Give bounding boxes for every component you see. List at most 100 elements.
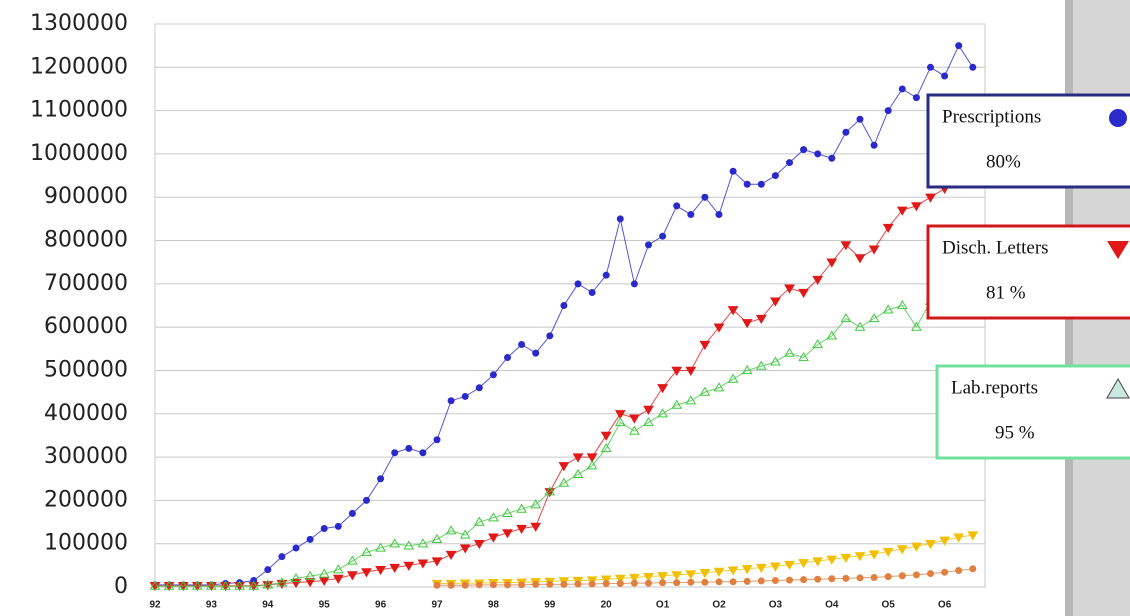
point: [475, 384, 483, 392]
point: [332, 564, 344, 574]
point: [489, 371, 497, 379]
point: [784, 347, 795, 357]
legend-label: Lab.reports: [951, 377, 1038, 398]
point: [896, 545, 908, 555]
point: [927, 570, 934, 578]
point: [657, 408, 668, 418]
point: [870, 573, 878, 581]
point: [403, 540, 415, 550]
point: [616, 215, 624, 223]
point: [685, 366, 697, 376]
legend-annotation: 95 %: [995, 422, 1035, 443]
point: [220, 580, 231, 590]
point: [868, 313, 880, 323]
point: [375, 566, 386, 576]
legend-symbol: [1109, 109, 1127, 127]
point: [699, 386, 711, 396]
y-tick-label: 1200000: [30, 54, 128, 79]
point: [574, 580, 582, 588]
point: [657, 572, 668, 582]
x-tick-label: 92: [149, 600, 161, 611]
point: [741, 364, 753, 375]
point: [784, 560, 795, 570]
point: [572, 453, 584, 463]
x-tick-label: O5: [882, 600, 896, 611]
y-tick-label: 100000: [44, 531, 128, 556]
point: [544, 486, 556, 496]
point: [713, 382, 725, 392]
point: [898, 572, 906, 580]
point: [673, 202, 681, 210]
point: [786, 159, 793, 167]
point: [770, 356, 781, 366]
point: [826, 555, 838, 565]
point: [939, 536, 950, 546]
point: [377, 475, 385, 483]
point: [969, 565, 977, 573]
point: [149, 580, 161, 590]
point: [643, 572, 654, 583]
point: [461, 581, 469, 589]
point: [898, 85, 906, 93]
legend-box: [926, 224, 1130, 320]
point: [489, 581, 497, 589]
x-tick-label: 99: [544, 600, 556, 611]
point: [854, 321, 866, 331]
point: [532, 349, 540, 357]
point: [600, 575, 612, 585]
point: [504, 581, 511, 589]
point: [840, 313, 852, 323]
point: [673, 579, 681, 587]
point: [755, 563, 767, 573]
point: [884, 107, 892, 115]
point: [896, 206, 908, 216]
point: [868, 550, 880, 560]
y-tick-label: 1000000: [30, 141, 128, 166]
point: [911, 542, 922, 552]
point: [572, 468, 584, 479]
plot-area: [154, 23, 986, 588]
point: [558, 477, 570, 487]
point: [727, 566, 739, 576]
point: [447, 581, 455, 589]
legend-box: [935, 364, 1130, 460]
point: [770, 297, 781, 307]
point: [967, 531, 979, 541]
point: [290, 572, 302, 582]
point: [699, 340, 711, 350]
point: [840, 553, 852, 564]
point: [800, 576, 808, 584]
point: [504, 353, 511, 361]
point: [433, 436, 441, 444]
point: [659, 579, 667, 587]
y-tick-label: 400000: [44, 401, 128, 426]
point: [786, 576, 793, 584]
point: [755, 360, 767, 370]
point: [771, 577, 779, 585]
point: [391, 449, 399, 457]
x-tick-label: O6: [938, 600, 952, 611]
point: [798, 351, 809, 362]
point: [433, 581, 441, 589]
point: [574, 280, 582, 288]
point: [643, 416, 654, 427]
point: [657, 384, 668, 394]
point: [546, 580, 554, 588]
point: [614, 416, 626, 427]
point: [375, 542, 386, 552]
point: [741, 319, 753, 329]
point: [925, 540, 936, 550]
point: [363, 496, 370, 504]
point: [586, 460, 598, 470]
point: [685, 395, 697, 405]
point: [516, 524, 527, 535]
point: [419, 449, 427, 457]
point: [600, 442, 612, 453]
y-tick-label: 200000: [44, 487, 128, 512]
point: [234, 580, 245, 590]
point: [727, 306, 739, 316]
point: [882, 547, 894, 557]
x-tick-label: 97: [431, 600, 443, 611]
point: [757, 180, 765, 188]
